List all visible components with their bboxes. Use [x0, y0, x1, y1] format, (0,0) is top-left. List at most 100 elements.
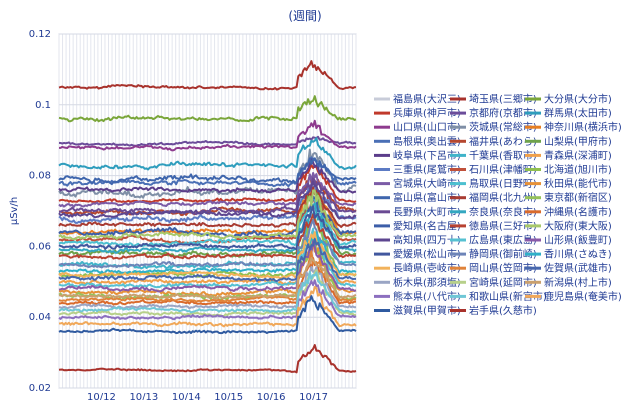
legend-label: 岡山県(笠岡市) — [469, 262, 537, 275]
series-line — [58, 231, 357, 280]
legend-item: 鳥取県(日野町) — [450, 177, 537, 190]
legend-item: 富山県(富山市) — [374, 191, 461, 204]
legend-label: 福岡県(北九州) — [469, 191, 537, 204]
legend-item: 徳島県(三好市) — [450, 219, 537, 232]
legend-label: 福井県(あわら) — [469, 135, 537, 148]
x-tick-label: 10/13 — [129, 392, 158, 400]
series-line — [58, 197, 357, 248]
tick-layer: 0.12 0.1 0.08 0.06 0.04 0.02 10/12 10/13 10/14 10… — [29, 29, 328, 400]
series-line — [58, 265, 357, 310]
series-line — [58, 177, 357, 216]
legend-item: 広島県(東広島) — [450, 234, 537, 247]
legend-label: 神奈川県(横浜市) — [544, 121, 622, 134]
legend-item: 高知県(四万十) — [374, 234, 461, 247]
legend-item: 青森県(深浦町) — [525, 149, 612, 162]
x-tick-label: 10/16 — [257, 392, 286, 400]
legend-item: 兵庫県(神戸市) — [374, 107, 461, 120]
legend-label: 香川県(さぬき) — [544, 249, 612, 261]
legend-label: 群馬県(太田市) — [544, 107, 612, 120]
y-tick-label: 0.06 — [29, 241, 51, 252]
legend-label: 岐阜県(下呂市) — [393, 149, 461, 162]
legend-label: 福島県(大沢三) — [393, 93, 461, 106]
legend-label: 愛媛県(松山市) — [393, 248, 461, 261]
legend-item: 佐賀県(武雄市) — [525, 262, 612, 275]
legend-label: 鳥取県(日野町) — [469, 177, 537, 190]
legend-label: 宮城県(大崎市) — [393, 177, 461, 190]
series-line — [58, 135, 357, 147]
legend-item: 大分県(大分市) — [525, 93, 612, 106]
legend-label: 新潟県(村上市) — [544, 276, 612, 289]
legend-label: 徳島県(三好市) — [469, 219, 537, 232]
legend-item: 静岡県(御前崎) — [450, 248, 537, 261]
legend-label: 大阪府(東大阪) — [544, 219, 612, 232]
legend-item: 岐阜県(下呂市) — [374, 149, 461, 162]
series-line — [58, 270, 357, 314]
series-line — [58, 231, 357, 275]
y-tick-label: 0.1 — [35, 100, 51, 111]
legend-label: 青森県(深浦町) — [544, 149, 612, 162]
legend-item: 宮城県(大崎市) — [374, 177, 461, 190]
legend-label: 栃木県(那須塩) — [393, 276, 461, 289]
series-line — [58, 189, 357, 241]
legend-label: 静岡県(御前崎) — [469, 248, 537, 261]
series-line — [58, 205, 357, 251]
legend-label: 三重県(尾鷲市) — [393, 163, 461, 176]
legend-label: 奈良県(奈良市) — [469, 205, 537, 218]
legend-item: 秋田県(能代市) — [525, 177, 612, 190]
legend-label: 北海道(旭川市) — [544, 163, 612, 176]
legend-item: 岩手県(久慈市) — [450, 304, 537, 317]
legend-label: 広島県(東広島) — [469, 234, 537, 247]
legend-label: 高知県(四万十) — [393, 234, 461, 247]
series-line — [58, 158, 356, 194]
series-line — [58, 219, 357, 269]
legend-label: 佐賀県(武雄市) — [544, 262, 612, 275]
legend-item: 三重県(尾鷲市) — [374, 163, 461, 176]
legend-item: 大阪府(東大阪) — [525, 219, 612, 232]
y-tick-label: 0.04 — [29, 312, 51, 323]
legend-label: 愛知県(名古屋) — [393, 219, 461, 232]
legend-item: 奈良県(奈良市) — [450, 205, 537, 218]
legend-label: 埼玉県(三郷市) — [469, 93, 537, 106]
legend-label: 大分県(大分市) — [544, 93, 612, 106]
legend-item: 北海道(旭川市) — [525, 163, 612, 176]
series-line — [58, 238, 356, 283]
legend-item: 岡山県(笠岡市) — [450, 262, 537, 275]
legend-label: 富山県(富山市) — [393, 191, 461, 204]
legend-item: 山形県(飯豊町) — [525, 234, 612, 247]
legend-label: 山形県(飯豊町) — [544, 234, 612, 247]
legend-label: 滋賀県(甲賀市) — [393, 304, 461, 317]
chart-title: (週間) — [288, 9, 321, 23]
x-tick-label: 10/15 — [214, 392, 243, 400]
series-line — [58, 157, 357, 186]
legend-item: 福島県(大沢三) — [374, 93, 461, 106]
legend-item: 石川県(津幡町) — [450, 163, 537, 176]
legend-item: 愛知県(名古屋) — [374, 219, 461, 232]
series-line — [58, 172, 357, 208]
legend-item: 茨城県(常総市) — [450, 121, 537, 134]
series-line — [58, 285, 357, 328]
legend-item: 群馬県(太田市) — [525, 107, 612, 120]
series-line — [59, 119, 357, 152]
legend-item: 長崎県(壱岐市) — [374, 262, 461, 275]
legend: 福島県(大沢三) 埼玉県(三郷市) 大分県(大分市) 兵庫県(神戸市) 京都府(京都市)… — [374, 93, 622, 317]
y-tick-label: 0.02 — [29, 383, 51, 394]
legend-label: 千葉県(香取市) — [469, 149, 537, 162]
legend-item: 神奈川県(横浜市) — [525, 121, 622, 134]
legend-label: 沖縄県(名護市) — [544, 205, 612, 218]
legend-item: 新潟県(村上市) — [525, 276, 612, 289]
legend-item: 山梨県(甲府市) — [525, 135, 612, 148]
legend-item: 埼玉県(三郷市) — [450, 93, 537, 106]
x-tick-label: 10/12 — [87, 392, 116, 400]
legend-label: 京都府(京都市) — [469, 107, 537, 120]
legend-label: 島根県(奥出雲) — [393, 135, 461, 148]
series-line — [58, 257, 357, 300]
series-line — [58, 279, 357, 321]
legend-label: 鹿児島県(奄美市) — [544, 290, 622, 303]
y-tick-label: 0.08 — [29, 171, 51, 182]
legend-label: 和歌山県(新宮市) — [469, 290, 547, 303]
legend-item: 島根県(奥出雲) — [374, 135, 461, 148]
legend-item: 東京都(新宿区) — [525, 191, 612, 204]
series-layer — [58, 60, 357, 374]
legend-item: 愛媛県(松山市) — [374, 248, 461, 261]
